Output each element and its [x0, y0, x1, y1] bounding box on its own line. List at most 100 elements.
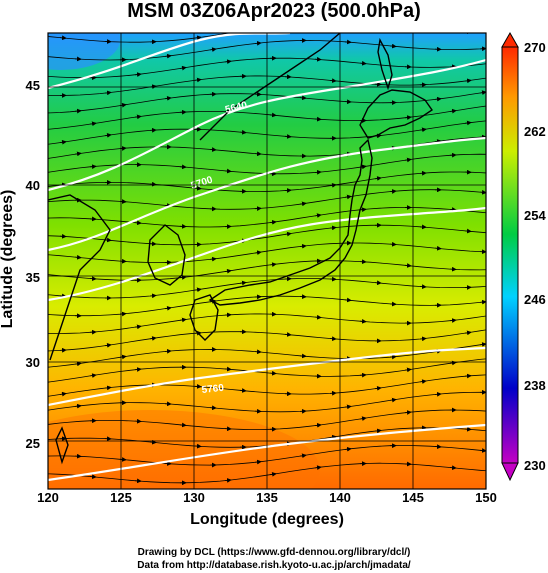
streamline: [48, 189, 486, 210]
wind-arrow: [254, 459, 262, 465]
wind-arrow: [209, 405, 217, 411]
wind-arrow: [359, 416, 367, 422]
height-contour-line: [48, 206, 486, 302]
wind-arrow: [419, 127, 427, 133]
streamline: [48, 295, 486, 317]
wind-arrow: [74, 361, 82, 367]
wind-arrow: [329, 434, 337, 440]
wind-arrow: [284, 332, 292, 337]
wind-arrow: [74, 108, 82, 114]
wind-arrow: [449, 360, 457, 366]
wind-arrow: [194, 35, 202, 41]
wind-arrow: [449, 108, 457, 114]
wind-arrow: [404, 367, 412, 373]
wind-arrow: [89, 121, 97, 127]
x-tick-135: 135: [256, 490, 278, 505]
colorbar-bottom-arrow: [501, 462, 519, 482]
wind-arrow: [344, 404, 352, 410]
wind-arrow: [134, 324, 142, 330]
wind-arrow: [134, 367, 142, 372]
wind-arrow: [179, 164, 187, 170]
wind-arrow: [74, 403, 82, 409]
colorbar-top-arrow: [501, 31, 519, 48]
wind-arrow: [479, 299, 486, 305]
coastlines: [48, 33, 433, 465]
wind-arrow: [329, 225, 337, 231]
wind-arrow: [224, 478, 232, 483]
credit-drawing: Drawing by DCL (https://www.gfd-dennou.o…: [137, 547, 411, 558]
wind-arrow: [179, 422, 187, 428]
wind-arrow: [344, 194, 352, 200]
wind-arrow: [194, 77, 202, 83]
streamline: [48, 207, 486, 228]
sakhalin-coastline: [377, 37, 393, 91]
wind-arrow: [209, 147, 217, 152]
wind-arrow: [269, 219, 277, 225]
wind-arrow: [209, 256, 217, 262]
wind-arrow: [89, 164, 97, 170]
wind-arrow: [284, 231, 292, 237]
x-axis-label: Longitude (degrees): [190, 511, 344, 528]
map-title: MSM 03Z06Apr2023 (500.0hPa): [127, 0, 421, 22]
height-contour-line: [48, 346, 486, 407]
colorbar-tick-254: 254: [524, 208, 546, 223]
wind-arrow: [164, 96, 172, 101]
wind-arrow: [404, 263, 412, 268]
x-tick-130: 130: [183, 490, 205, 505]
wind-arrow: [479, 90, 486, 96]
wind-arrow: [254, 349, 262, 355]
plot-area: 5640 5700 5760: [47, 32, 487, 490]
wind-arrow: [134, 72, 142, 77]
graticule: [48, 33, 486, 489]
height-contours: [48, 33, 486, 482]
colorbar-body: [501, 46, 519, 464]
wind-arrow: [254, 151, 262, 157]
y-tick-25: 25: [25, 436, 40, 451]
colorbar-tick-262: 262: [524, 124, 546, 139]
wind-arrow: [134, 220, 142, 226]
contour-label-5760: 5760: [201, 383, 225, 396]
wind-arrow: [464, 120, 472, 126]
y-tick-45: 45: [25, 78, 40, 93]
wind-arrow: [359, 318, 367, 324]
height-contour-line: [48, 58, 486, 192]
height-contour-line: [48, 136, 486, 252]
wind-arrow: [104, 385, 112, 391]
wind-arrow: [224, 366, 232, 372]
wind-arrow: [224, 59, 232, 65]
wind-arrow: [329, 336, 337, 342]
colorbar-tick-230: 230: [524, 458, 546, 473]
wind-arrow: [194, 185, 202, 191]
wind-arrow: [464, 330, 472, 336]
colorbar: [501, 31, 519, 482]
wind-arrow: [89, 373, 97, 378]
streamline: [48, 391, 486, 413]
wind-arrow: [89, 474, 97, 480]
wind-arrow: [179, 317, 187, 323]
wind-arrow: [434, 139, 442, 144]
japan-kyushu-coastline: [189, 294, 219, 341]
wind-arrow: [224, 168, 232, 174]
wind-arrow: [314, 213, 322, 218]
japan-hokkaido-coastline: [359, 89, 433, 139]
wind-arrow: [344, 297, 352, 303]
streamline: [48, 445, 486, 466]
wind-arrow: [404, 157, 412, 163]
wind-arrow: [419, 379, 427, 384]
wind-arrow: [179, 65, 187, 71]
wind-arrow: [149, 439, 157, 445]
wind-arrow: [389, 189, 397, 194]
wind-arrow: [419, 336, 427, 342]
wind-arrow: [239, 388, 247, 393]
wind-arrow: [59, 35, 67, 41]
wind-arrow: [314, 422, 322, 428]
wind-arrow: [389, 241, 397, 247]
wind-arrow: [104, 90, 112, 96]
wind-arrow: [344, 446, 352, 452]
russia-coastline: [199, 33, 341, 141]
y-tick-30: 30: [25, 355, 40, 370]
wind-arrow: [104, 237, 112, 243]
wind-arrow: [314, 314, 322, 320]
wind-arrow: [449, 465, 457, 471]
